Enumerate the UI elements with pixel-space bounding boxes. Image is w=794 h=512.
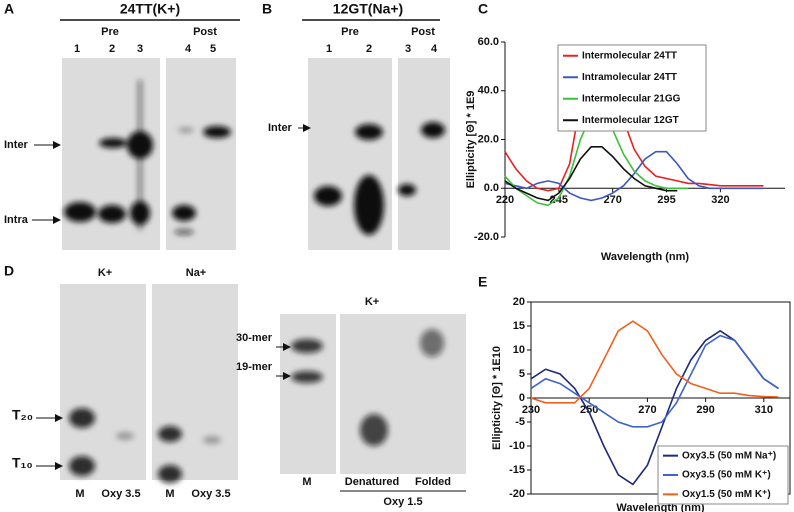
x-tick-label: 295 bbox=[657, 194, 675, 206]
condition-label: K+ bbox=[98, 267, 112, 279]
bands bbox=[314, 122, 445, 235]
lane-label: 1 bbox=[326, 43, 332, 55]
band-label: Inter bbox=[268, 122, 293, 134]
gel bbox=[60, 284, 146, 480]
panel-letter: C bbox=[478, 1, 488, 17]
panel-letter: B bbox=[262, 1, 272, 17]
x-tick-label: 270 bbox=[638, 404, 656, 416]
x-tick-label: 290 bbox=[696, 404, 714, 416]
series-line bbox=[504, 146, 678, 202]
group-label: Post bbox=[193, 26, 217, 38]
marker-label: 30-mer bbox=[236, 332, 273, 344]
lane-label: M bbox=[165, 488, 174, 500]
condition-label: K+ bbox=[365, 296, 379, 308]
band-label: Inter bbox=[4, 139, 29, 151]
x-axis-title: Wavelength (nm) bbox=[601, 251, 690, 263]
panel-e: E -20 -15 -10 -5 0 5 10 15 20 230 250 270 290 310 Wave… bbox=[478, 274, 791, 512]
lane-label: 3 bbox=[137, 43, 143, 55]
lane-label: 2 bbox=[109, 43, 115, 55]
y-tick-label: 5 bbox=[519, 368, 525, 380]
y-axis-title: Ellipticity [Θ] * 1E9 bbox=[465, 91, 477, 189]
lane-label: Folded bbox=[415, 476, 451, 488]
gel bbox=[280, 314, 336, 474]
lane-label: M bbox=[302, 476, 311, 488]
y-tick-label: 20.0 bbox=[478, 133, 499, 145]
lane-label: 3 bbox=[405, 43, 411, 55]
lane-label: Oxy 3.5 bbox=[191, 488, 230, 500]
group-label: Post bbox=[411, 26, 435, 38]
lane-label: M bbox=[75, 488, 84, 500]
y-tick-label: 40.0 bbox=[478, 85, 499, 97]
legend-label: Intramolecular 24TT bbox=[582, 72, 677, 83]
lane-label: 1 bbox=[74, 43, 80, 55]
panel-letter: D bbox=[4, 263, 14, 279]
y-tick-label: -5 bbox=[515, 416, 525, 428]
panel-a: A 24TT(K+) Pre Post 1 2 3 4 5 Inter Intr… bbox=[4, 1, 240, 250]
y-axis-title: Ellipticity [Θ] * 1E10 bbox=[491, 346, 503, 450]
x-axis-title: Wavelength (nm) bbox=[616, 502, 705, 512]
legend-label: Intermolecular 21GG bbox=[582, 93, 681, 104]
gel bbox=[340, 314, 466, 474]
legend-label: Oxy3.5 (50 mM Na⁺) bbox=[682, 450, 776, 461]
y-tick-label: -10 bbox=[509, 440, 525, 452]
lane-label: 5 bbox=[210, 43, 216, 55]
marker-label: 19-mer bbox=[236, 361, 273, 373]
bands bbox=[69, 408, 221, 483]
y-tick-label: -20 bbox=[509, 488, 525, 500]
series-line bbox=[504, 150, 764, 202]
lane-label: 4 bbox=[431, 43, 438, 55]
panel-d: D K+ Na+ T₂₀ T₁₀ M Oxy 3.5 M Oxy 3.5 K+ … bbox=[4, 263, 466, 508]
series-line bbox=[504, 62, 764, 192]
group-label: Pre bbox=[341, 26, 359, 38]
band-label: Intra bbox=[4, 214, 29, 226]
panel-c: C -20.0 0.0 20.0 40.0 60.0 220 245 270 295 320 Wav… bbox=[465, 1, 785, 263]
x-tick-label: 230 bbox=[522, 404, 540, 416]
legend-box bbox=[657, 445, 789, 505]
marker-label: T₂₀ bbox=[12, 407, 33, 423]
lane-label: 4 bbox=[185, 43, 192, 55]
legend-label: Intermolecular 12GT bbox=[582, 115, 679, 126]
marker-label: T₁₀ bbox=[12, 455, 33, 471]
bands bbox=[291, 329, 444, 446]
x-tick-label: 270 bbox=[604, 194, 622, 206]
y-tick-label: -15 bbox=[509, 464, 525, 476]
y-tick-label: 20 bbox=[513, 296, 525, 308]
y-tick-label: 10 bbox=[513, 344, 525, 356]
legend-label: Intermolecular 24TT bbox=[582, 50, 677, 61]
lane-label: Oxy 3.5 bbox=[101, 488, 140, 500]
gel-title: 24TT(K+) bbox=[120, 1, 180, 17]
panel-b: B 12GT(Na+) Pre Post 1 2 3 4 Inter bbox=[262, 1, 450, 250]
legend-label: Oxy1.5 (50 mM K⁺) bbox=[682, 489, 771, 500]
gel bbox=[398, 58, 450, 250]
sample-label: Oxy 1.5 bbox=[383, 496, 422, 508]
x-tick-label: 320 bbox=[711, 194, 729, 206]
x-tick-label: 220 bbox=[496, 194, 514, 206]
lane-label: Denatured bbox=[345, 476, 399, 488]
y-tick-label: -20.0 bbox=[474, 231, 499, 243]
y-tick-label: 0.0 bbox=[484, 182, 499, 194]
group-label: Pre bbox=[101, 26, 119, 38]
gel bbox=[152, 284, 238, 480]
series-line bbox=[530, 334, 779, 428]
gel-title: 12GT(Na+) bbox=[333, 1, 403, 17]
y-tick-label: 60.0 bbox=[478, 36, 499, 48]
y-tick-label: 15 bbox=[513, 320, 525, 332]
lane-label: 2 bbox=[366, 43, 372, 55]
x-tick-label: 250 bbox=[580, 404, 598, 416]
gel bbox=[166, 58, 236, 250]
series-line bbox=[530, 320, 779, 404]
condition-label: Na+ bbox=[186, 267, 207, 279]
bands bbox=[64, 80, 231, 235]
y-tick-label: 0 bbox=[519, 392, 525, 404]
panel-letter: E bbox=[478, 274, 487, 290]
legend-box bbox=[557, 44, 707, 132]
x-tick-label: 245 bbox=[550, 194, 568, 206]
legend-label: Oxy3.5 (50 mM K⁺) bbox=[682, 470, 771, 481]
x-tick-label: 310 bbox=[755, 404, 773, 416]
panel-letter: A bbox=[4, 1, 14, 17]
